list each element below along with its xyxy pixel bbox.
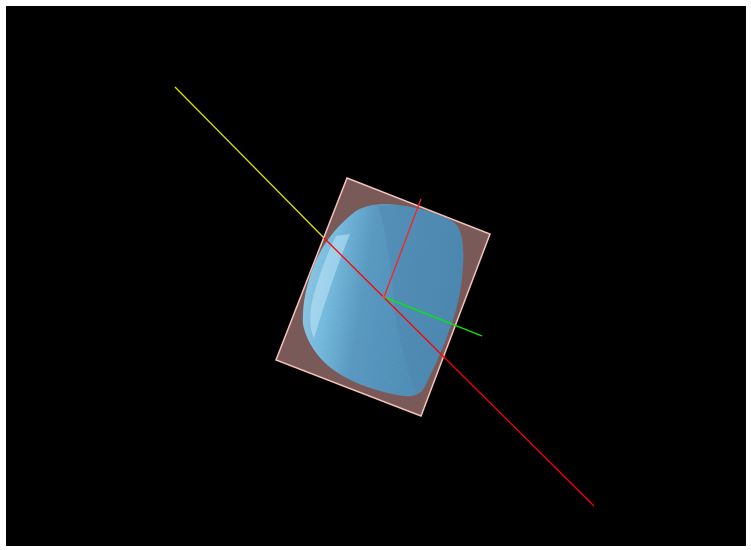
- principal-axis-back: [174, 86, 325, 239]
- axis-origin: [382, 295, 386, 299]
- scene-canvas[interactable]: [6, 6, 746, 546]
- specimen-volume[interactable]: [302, 204, 464, 397]
- secondary-axis: [383, 198, 422, 298]
- tertiary-axis: [383, 296, 483, 337]
- specimen-shade-band: [378, 205, 464, 394]
- 3d-viewport[interactable]: [6, 6, 746, 546]
- principal-axis-front: [323, 237, 595, 507]
- specimen-highlight: [310, 234, 350, 338]
